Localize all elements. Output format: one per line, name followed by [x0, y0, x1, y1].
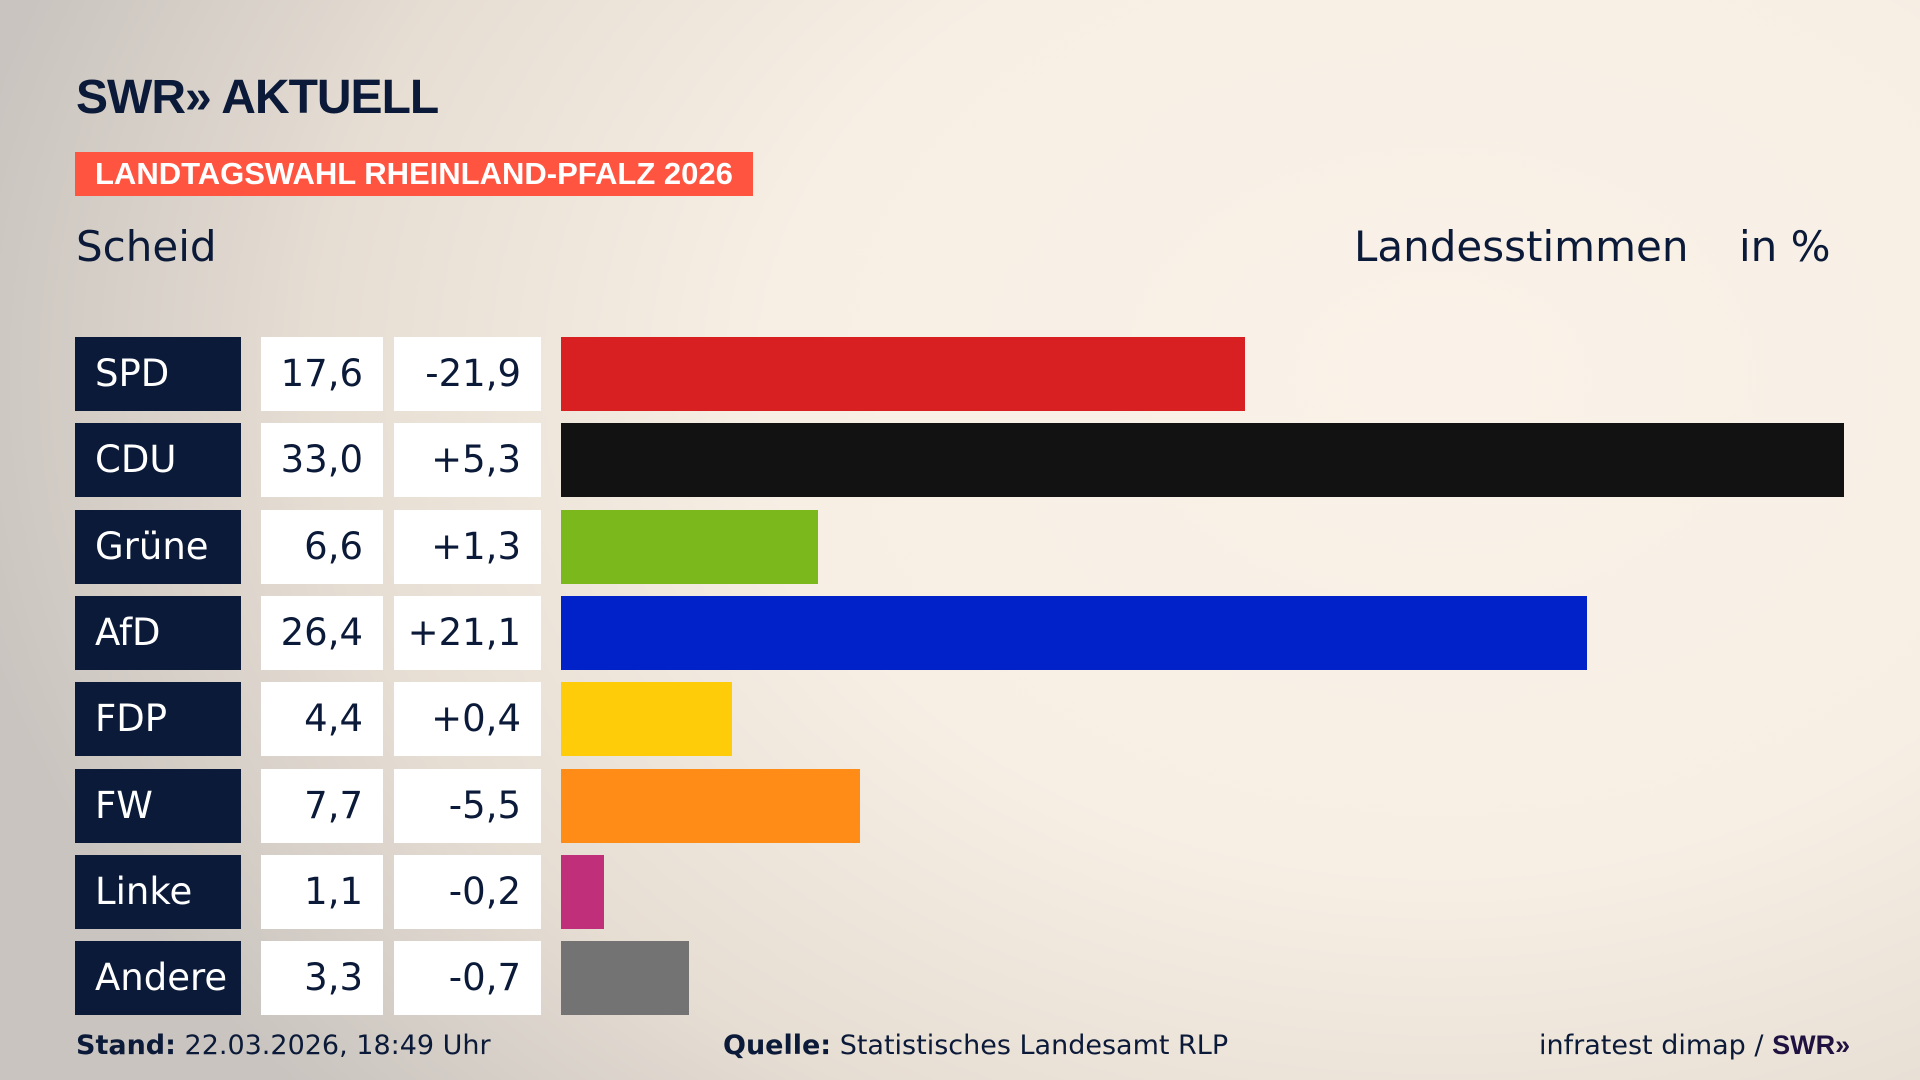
vote-change: +1,3 — [394, 509, 541, 584]
party-label: Grüne — [75, 509, 241, 584]
bar-andere — [561, 941, 690, 1016]
footer-credit: infratest dimap / SWR» — [1539, 1030, 1850, 1061]
result-row: Grüne 6,6 +1,3 — [0, 509, 1920, 584]
bar-cdu — [561, 423, 1844, 498]
stand-label: Stand: — [76, 1030, 176, 1061]
party-label: SPD — [75, 337, 241, 411]
vote-change: +0,4 — [394, 682, 541, 757]
unit-label: in % — [1739, 222, 1831, 271]
vote-change: +5,3 — [394, 423, 541, 498]
bar-fdp — [561, 682, 733, 757]
footer-stand: Stand: 22.03.2026, 18:49 Uhr — [76, 1030, 491, 1061]
result-row: SPD 17,6 -21,9 — [0, 337, 1920, 411]
result-row: Andere 3,3 -0,7 — [0, 941, 1920, 1016]
place-title: Scheid — [76, 222, 217, 271]
vote-change: -5,5 — [394, 768, 541, 843]
result-row: FW 7,7 -5,5 — [0, 768, 1920, 843]
vote-share: 4,4 — [261, 682, 383, 757]
vote-share: 26,4 — [261, 595, 383, 670]
source-value: Statistisches Landesamt RLP — [839, 1030, 1229, 1061]
party-label: Linke — [75, 854, 241, 929]
party-label: FW — [75, 768, 241, 843]
result-row: Linke 1,1 -0,2 — [0, 854, 1920, 929]
footer-source: Quelle: Statistisches Landesamt RLP — [723, 1030, 1228, 1061]
vote-share: 33,0 — [261, 423, 383, 498]
vote-change: -0,7 — [394, 941, 541, 1016]
measure-label: Landesstimmen — [1354, 222, 1689, 271]
vote-change: +21,1 — [394, 595, 541, 670]
party-label: CDU — [75, 423, 241, 498]
party-label: FDP — [75, 682, 241, 757]
election-banner: LANDTAGSWAHL RHEINLAND-PFALZ 2026 — [75, 152, 753, 196]
result-row: AfD 26,4 +21,1 — [0, 595, 1920, 670]
party-label: AfD — [75, 595, 241, 670]
swr-aktuell-logo: SWR» AKTUELL — [76, 71, 439, 124]
vote-share: 1,1 — [261, 854, 383, 929]
vote-share: 3,3 — [261, 941, 383, 1016]
stand-value: 22.03.2026, 18:49 Uhr — [184, 1030, 491, 1061]
vote-share: 17,6 — [261, 337, 383, 411]
result-row: FDP 4,4 +0,4 — [0, 682, 1920, 757]
bar-afd — [561, 595, 1588, 670]
bar-grüne — [561, 509, 818, 584]
swr-logo-small: SWR» — [1772, 1030, 1851, 1060]
bar-fw — [561, 768, 861, 843]
vote-change: -21,9 — [394, 337, 541, 411]
vote-change: -0,2 — [394, 854, 541, 929]
vote-share: 6,6 — [261, 509, 383, 584]
source-label: Quelle: — [723, 1030, 832, 1061]
bar-linke — [561, 854, 604, 929]
result-row: CDU 33,0 +5,3 — [0, 423, 1920, 498]
credit-text: infratest dimap / — [1539, 1030, 1764, 1061]
vote-share: 7,7 — [261, 768, 383, 843]
bar-spd — [561, 337, 1246, 411]
party-label: Andere — [75, 941, 241, 1016]
